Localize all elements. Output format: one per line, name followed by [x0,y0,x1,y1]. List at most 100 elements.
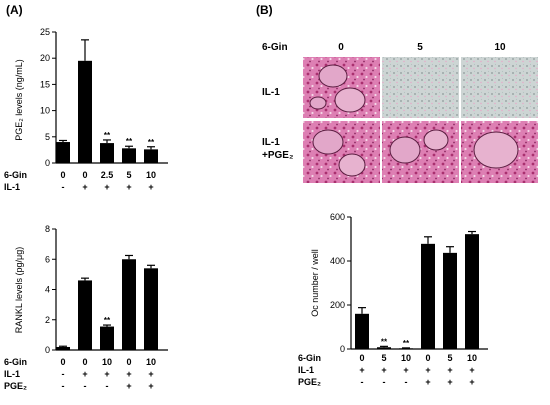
chart-pge2: 0 5 10 15 20 25 PGE₂ levels (ng/mL) ** ** ** 6-Gin… [4,27,168,192]
y-tick-label: 0 [340,344,345,354]
y-tick-label: 0 [45,158,50,168]
bar [56,346,70,350]
condition-value: 2.5 [101,170,114,180]
y-tick-label: 6 [45,254,50,264]
micrograph-col-10: 10 [494,42,506,53]
condition-value: - [62,182,65,192]
y-tick-label: 10 [40,106,50,116]
condition-value: + [126,182,131,192]
bar [355,313,369,349]
bar [399,348,413,350]
bar [443,252,457,349]
significance-marker: ** [126,137,133,146]
condition-value: + [82,182,87,192]
chart-oc-number: 0 200 400 600 Oc number / well ** ** 6-Gin 0 5 10 0… [298,212,488,387]
y-tick-label: 2 [45,315,50,325]
condition-value: + [403,365,408,375]
condition-value: - [62,369,65,379]
condition-value: + [82,369,87,379]
condition-value: + [425,377,430,387]
significance-marker: ** [403,339,410,348]
condition-value: 5 [126,170,131,180]
bar [78,60,92,163]
y-tick-label: 4 [45,285,50,295]
condition-value: + [425,365,430,375]
condition-value: 10 [401,353,411,363]
condition-value: + [126,369,131,379]
condition-label: PGE₂ [298,377,321,387]
condition-value: 0 [359,353,364,363]
condition-value: + [104,369,109,379]
micrograph-il1-5 [382,57,459,118]
y-tick-label: 600 [330,212,345,222]
condition-value: + [447,377,452,387]
condition-label: IL-1 [298,365,314,375]
condition-label: 6-Gin [298,353,321,363]
y-tick-label: 15 [40,79,50,89]
condition-value: 10 [146,170,156,180]
bar [122,259,136,350]
bar [421,243,435,349]
panel-label-b: (B) [256,3,273,17]
condition-value: - [383,377,386,387]
condition-value: + [148,369,153,379]
condition-value: - [62,381,65,391]
condition-value: - [405,377,408,387]
condition-value: + [104,182,109,192]
condition-value: + [148,381,153,391]
bar [122,148,136,163]
y-axis-label: Oc number / well [310,249,320,317]
bar [377,347,391,349]
condition-label: 6-Gin [4,357,27,367]
condition-value: + [447,365,452,375]
y-tick-label: 8 [45,224,50,234]
condition-value: 0 [60,170,65,180]
bar [78,280,92,350]
micrograph-il1-pge2-0 [303,121,380,183]
significance-marker: ** [148,138,155,147]
micrograph-col-5: 5 [417,42,423,53]
condition-value: - [84,381,87,391]
micrograph-grid: 6-Gin 0 5 10 IL-1 IL-1 +PGE₂ [262,42,538,183]
micrograph-row-header: 6-Gin [262,42,288,53]
condition-label: IL-1 [4,182,20,192]
bar [465,234,479,349]
condition-label: IL-1 [4,369,20,379]
condition-value: + [381,365,386,375]
condition-value: 5 [381,353,386,363]
condition-value: - [106,381,109,391]
micrograph-il1-10 [461,57,538,118]
condition-value: + [126,381,131,391]
bar [144,268,158,350]
condition-value: 10 [102,357,112,367]
micrograph-col-0: 0 [338,42,344,53]
condition-label: PGE₂ [4,381,27,391]
condition-label: 6-Gin [4,170,27,180]
y-tick-label: 25 [40,27,50,37]
condition-value: 0 [82,357,87,367]
condition-value: + [469,377,474,387]
panel-label-a: (A) [6,3,23,17]
condition-value: + [359,365,364,375]
y-tick-label: 200 [330,300,345,310]
condition-value: + [148,182,153,192]
micrograph-row-il1: IL-1 [262,87,280,98]
micrograph-row-il1-pge2-b: +PGE₂ [262,150,293,161]
significance-marker: ** [104,316,111,325]
y-tick-label: 20 [40,53,50,63]
condition-value: + [469,365,474,375]
micrograph-row-il1-pge2-a: IL-1 [262,137,280,148]
bar [100,326,114,350]
bar [100,143,114,163]
condition-value: 0 [60,357,65,367]
y-axis-label: RANKL levels (pg/μg) [14,247,24,333]
significance-marker: ** [381,337,388,346]
condition-value: 0 [82,170,87,180]
condition-value: - [361,377,364,387]
condition-value: 0 [425,353,430,363]
y-tick-label: 400 [330,256,345,266]
significance-marker: ** [104,131,111,140]
condition-value: 5 [447,353,452,363]
